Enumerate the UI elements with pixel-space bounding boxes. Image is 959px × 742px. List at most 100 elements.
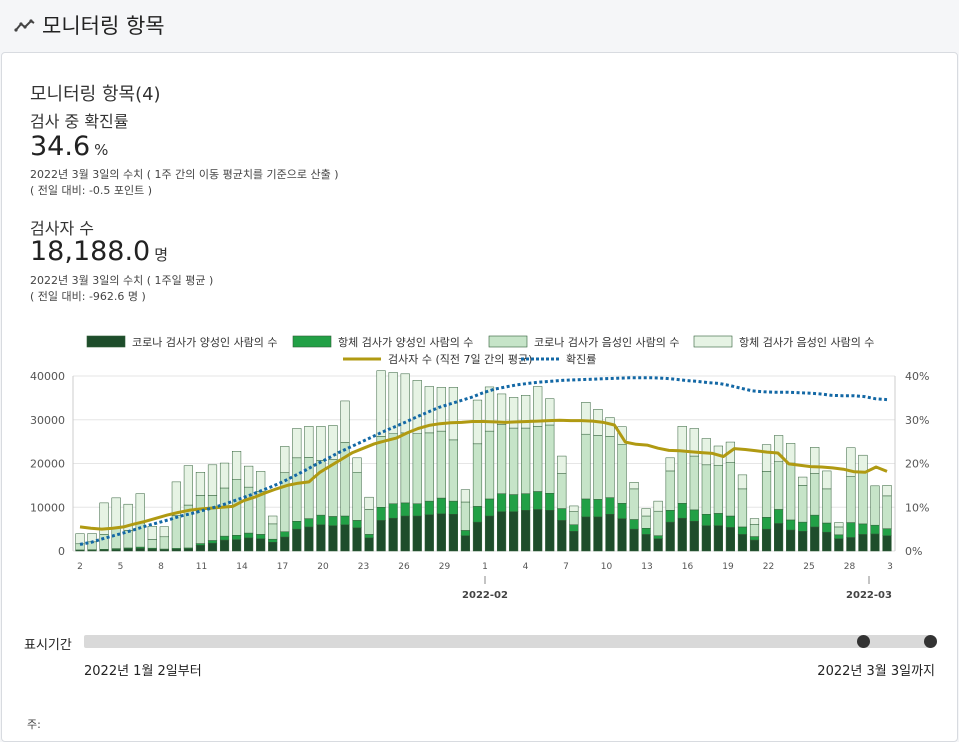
x-tick-label: 19	[722, 562, 734, 572]
bar-segment	[305, 457, 314, 518]
bar-segment	[268, 524, 277, 539]
page-header: 모니터링 항목	[0, 0, 959, 50]
legend-label: 검사자 수 (직전 7일 간의 평균)	[388, 352, 532, 366]
bar-segment	[822, 489, 831, 523]
bar-segment	[112, 528, 121, 549]
y-tick-label-right: 20%	[905, 458, 929, 471]
bar-segment	[461, 502, 470, 530]
bar-segment	[292, 458, 301, 521]
x-tick-label: 7	[563, 562, 569, 572]
y-tick-label-right: 30%	[905, 414, 929, 427]
range-start-text: 2022년 1월 2일부터	[84, 660, 202, 679]
bar-segment	[437, 431, 446, 498]
bar-segment	[606, 498, 615, 515]
bar-segment	[148, 526, 157, 539]
month-label: 2022-03	[846, 590, 892, 601]
bar-segment	[220, 536, 229, 540]
bar-segment	[557, 456, 566, 474]
bar-segment	[630, 489, 639, 520]
bar-segment	[545, 493, 554, 510]
bar-segment	[533, 426, 542, 491]
y-tick-label-left: 10000	[30, 501, 65, 514]
bar-segment	[521, 510, 530, 551]
bar-segment	[172, 482, 181, 516]
bar-segment	[533, 509, 542, 551]
bar-segment	[353, 528, 362, 551]
bar-segment	[413, 434, 422, 504]
bar-segment	[871, 525, 880, 534]
bar-segment	[714, 465, 723, 513]
bar-segment	[485, 387, 494, 431]
bar-segment	[798, 485, 807, 522]
bar-segment	[268, 542, 277, 551]
bar-segment	[726, 527, 735, 551]
section-title: 모니터링 항목(4)	[30, 80, 161, 106]
bar-segment	[606, 418, 615, 437]
bar-segment	[545, 425, 554, 493]
bar-segment	[256, 471, 265, 491]
bar-segment	[76, 534, 85, 544]
bar-segment	[461, 490, 470, 502]
bar-segment	[678, 503, 687, 518]
bar-segment	[473, 444, 482, 507]
bar-segment	[172, 516, 181, 549]
bar-segment	[401, 433, 410, 503]
bar-segment	[630, 529, 639, 551]
bar-segment	[810, 474, 819, 516]
bar-segment	[883, 496, 892, 529]
bar-segment	[883, 485, 892, 496]
bar-segment	[678, 518, 687, 551]
bar-segment	[148, 539, 157, 548]
bar-segment	[268, 516, 277, 524]
x-tick-label: 29	[439, 562, 451, 572]
bar-segment	[389, 434, 398, 504]
bar-segment	[196, 544, 205, 546]
bar-segment	[666, 522, 675, 551]
range-slider-start-handle[interactable]	[857, 635, 870, 648]
bar-segment	[244, 487, 253, 533]
bar-segment	[497, 494, 506, 512]
bar-segment	[630, 520, 639, 530]
range-slider-track[interactable]	[84, 635, 932, 648]
x-tick-label: 4	[523, 562, 529, 572]
bar-segment	[196, 472, 205, 495]
x-tick-label: 26	[398, 562, 410, 572]
bar-segment	[268, 539, 277, 542]
legend-label: 항체 검사가 음성인 사람의 수	[739, 336, 874, 349]
bar-segment	[413, 516, 422, 551]
bar-segment	[329, 516, 338, 525]
x-tick-label: 14	[236, 562, 248, 572]
legend-swatch	[489, 336, 527, 347]
bar-segment	[690, 521, 699, 551]
month-label: 2022-02	[462, 590, 508, 601]
bar-segment	[642, 534, 651, 551]
bar-segment	[220, 463, 229, 488]
bar-segment	[425, 501, 434, 515]
bar-segment	[244, 538, 253, 551]
bar-segment	[618, 503, 627, 518]
x-tick-label: 5	[118, 562, 124, 572]
bar-segment	[726, 516, 735, 527]
bar-segment	[256, 539, 265, 551]
bar-segment	[750, 537, 759, 541]
bar-segment	[690, 456, 699, 510]
bar-segment	[473, 522, 482, 551]
bar-segment	[473, 506, 482, 522]
bar-segment	[341, 443, 350, 517]
metric-value-positivity: 34.6%	[30, 131, 108, 162]
bar-segment	[437, 498, 446, 514]
x-tick-label: 17	[277, 562, 288, 572]
bar-segment	[569, 506, 578, 512]
bar-segment	[847, 477, 856, 523]
bar-segment	[666, 471, 675, 510]
bar-segment	[545, 510, 554, 551]
bar-segment	[365, 497, 374, 509]
bar-segment	[449, 501, 458, 514]
bar-segment	[485, 431, 494, 499]
range-slider-end-handle[interactable]	[924, 635, 937, 648]
bar-segment	[774, 509, 783, 523]
page-title: 모니터링 항목	[42, 10, 165, 40]
y-tick-label-left: 20000	[30, 458, 65, 471]
bar-segment	[582, 402, 591, 434]
